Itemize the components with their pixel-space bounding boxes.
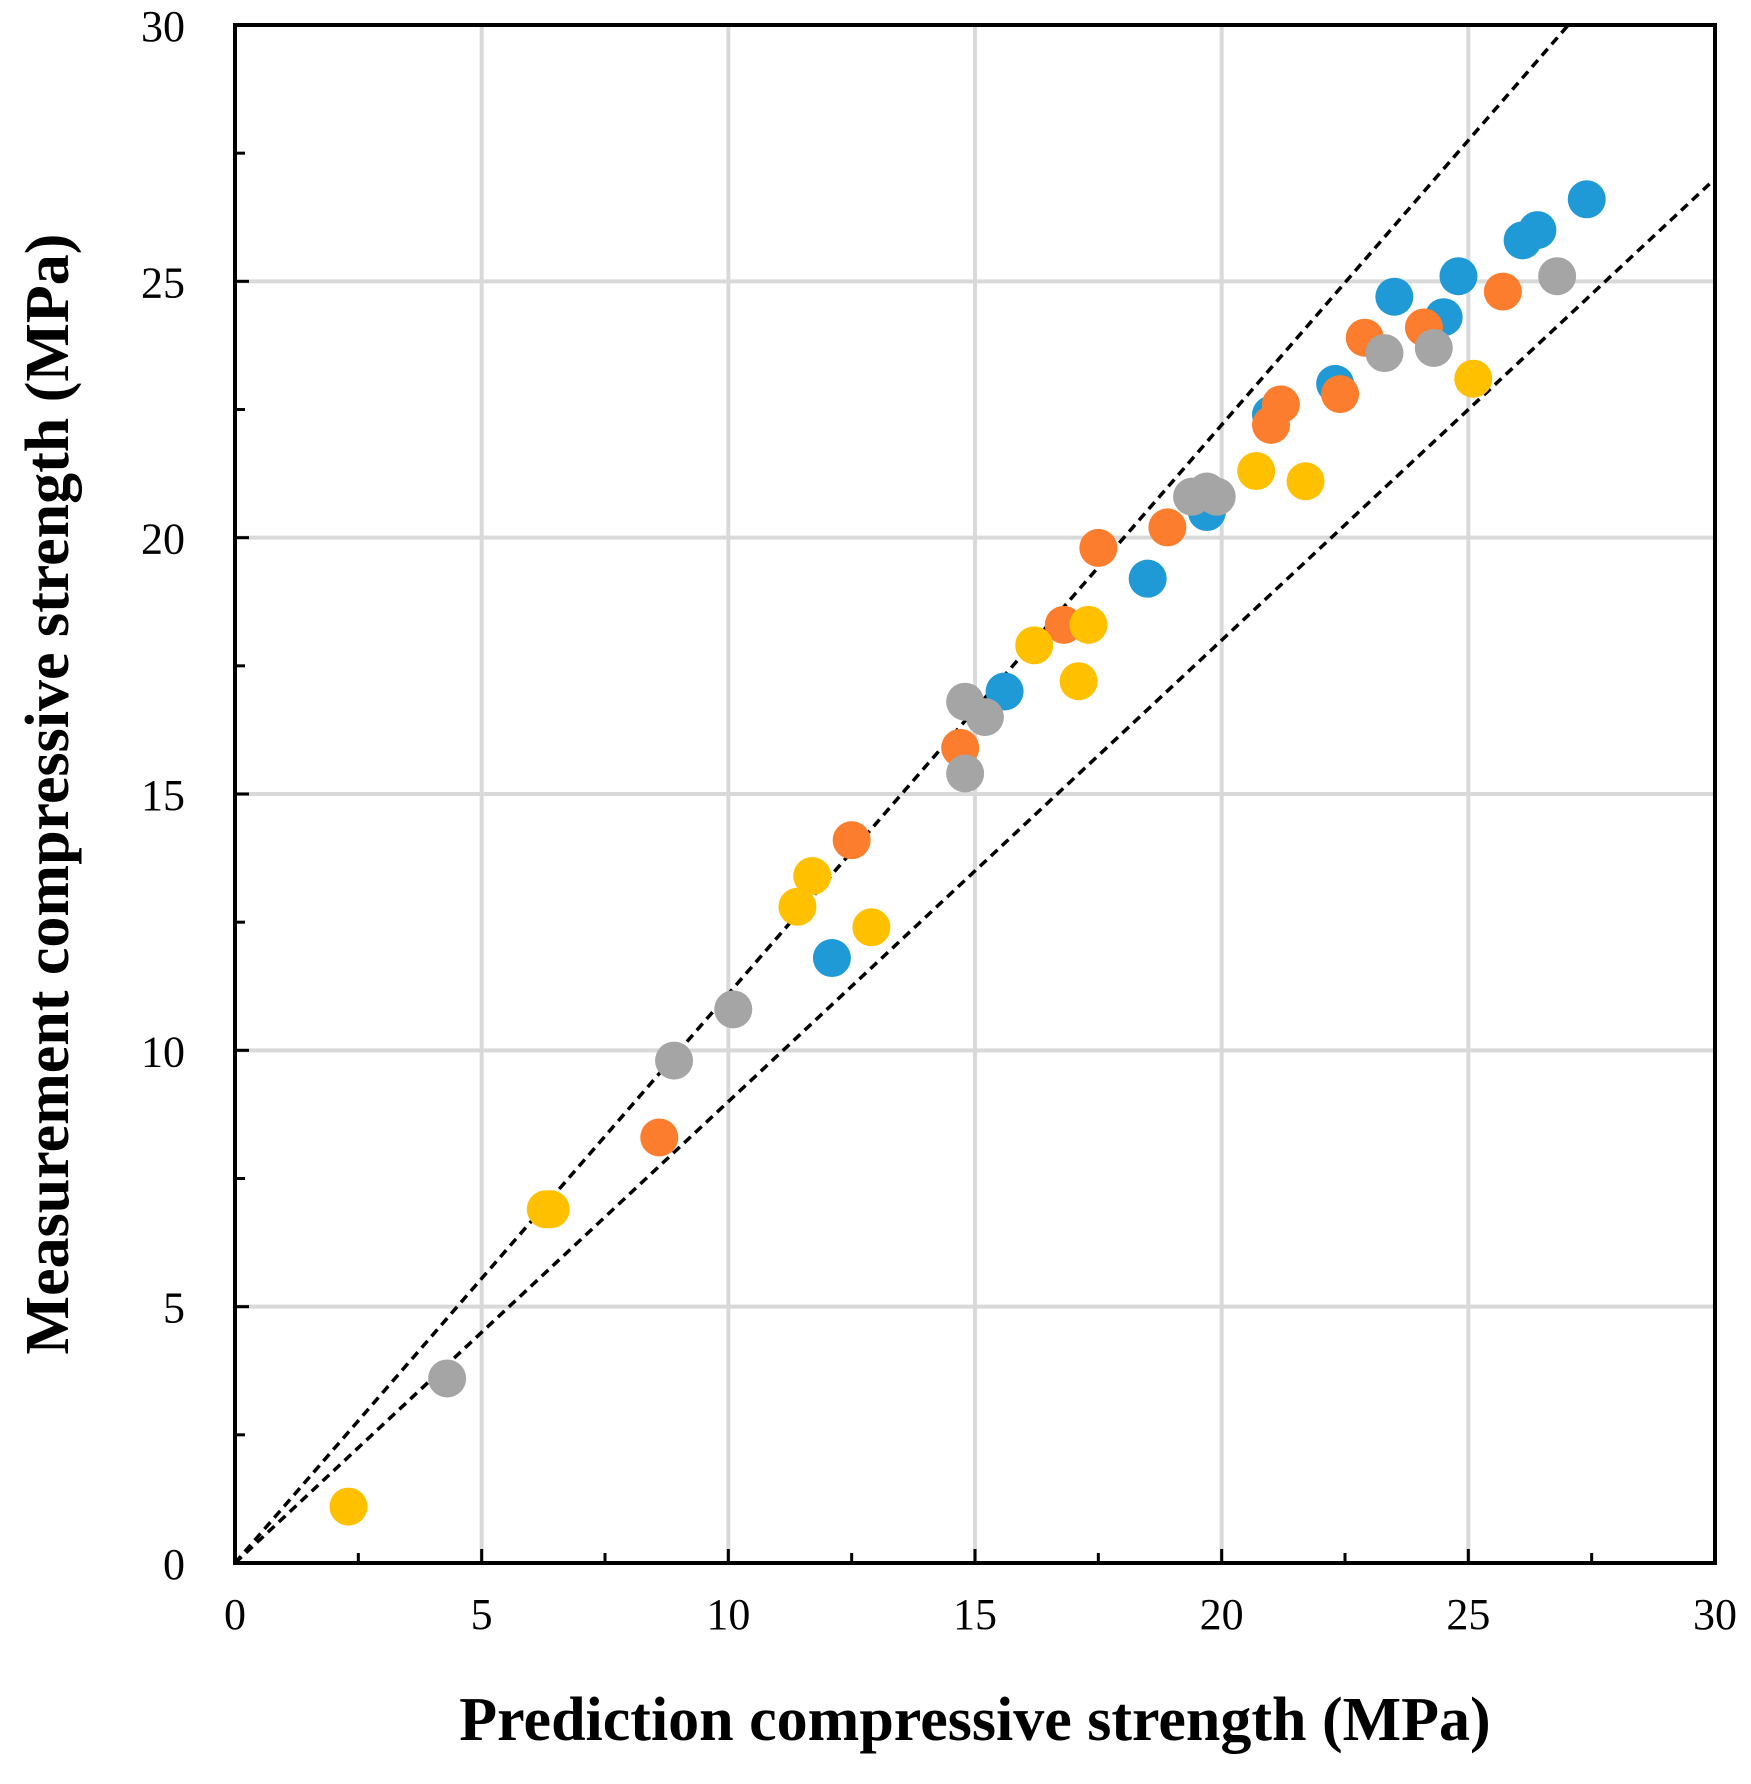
orange-data-point	[1079, 528, 1118, 567]
x-tick-label: 20	[1200, 1590, 1244, 1639]
gray-data-point	[655, 1041, 694, 1080]
orange-data-point	[1321, 375, 1360, 414]
y-tick-label: 10	[141, 1027, 185, 1076]
blue-data-point	[985, 672, 1024, 711]
orange-data-point	[832, 821, 871, 860]
tick-labels: 00 5 5 10 10 15 15 20 20 25 25 30 30	[141, 2, 1737, 1639]
yellow-data-point	[1015, 626, 1054, 665]
y-tick-label: 30	[141, 2, 185, 51]
y-tick-label: 25	[141, 258, 185, 307]
x-tick-label: 10	[706, 1590, 750, 1639]
y-tick-label: 15	[141, 771, 185, 820]
blue-data-point	[1128, 559, 1167, 598]
yellow-data-point	[852, 908, 891, 947]
gray-data-point	[1538, 257, 1577, 296]
orange-data-point	[1148, 508, 1187, 547]
blue-data-point	[812, 939, 851, 978]
gray-data-point	[965, 698, 1004, 737]
lower-bound-line	[235, 177, 1715, 1563]
y-tick-label: 0	[163, 1540, 185, 1589]
gray-data-point	[946, 754, 985, 793]
x-tick-label: 30	[1693, 1590, 1737, 1639]
blue-data-point	[1439, 257, 1478, 296]
y-tick-label: 20	[141, 515, 185, 564]
yellow-data-point	[1059, 662, 1098, 701]
yellow-data-point	[531, 1190, 570, 1229]
y-axis-title: Measurement compressive strength (MPa)	[14, 234, 82, 1355]
data-points	[329, 180, 1606, 1526]
gray-data-point	[428, 1359, 467, 1398]
orange-data-point	[1261, 385, 1300, 424]
y-tick-label: 5	[163, 1284, 185, 1333]
orange-data-point	[640, 1118, 679, 1157]
yellow-data-point	[329, 1487, 368, 1526]
gray-data-point	[1365, 334, 1404, 373]
yellow-data-point	[1454, 359, 1493, 398]
yellow-data-point	[778, 887, 817, 926]
x-tick-label: 0	[224, 1590, 246, 1639]
gridlines	[235, 25, 1715, 1563]
orange-data-point	[1483, 272, 1522, 311]
yellow-data-point	[793, 857, 832, 896]
blue-data-point	[1518, 211, 1557, 250]
blue-data-point	[1375, 277, 1414, 316]
axis-ticks	[233, 23, 1717, 1565]
x-tick-label: 5	[471, 1590, 493, 1639]
gray-data-point	[1414, 328, 1453, 367]
gray-data-point	[714, 990, 753, 1029]
x-axis-title: Prediction compressive strength (MPa)	[459, 1686, 1490, 1754]
yellow-data-point	[1069, 605, 1108, 644]
gray-data-point	[1197, 477, 1236, 516]
x-tick-label: 25	[1446, 1590, 1490, 1639]
blue-data-point	[1567, 180, 1606, 219]
yellow-data-point	[1286, 462, 1325, 501]
yellow-data-point	[1237, 452, 1276, 491]
x-tick-label: 15	[953, 1590, 997, 1639]
